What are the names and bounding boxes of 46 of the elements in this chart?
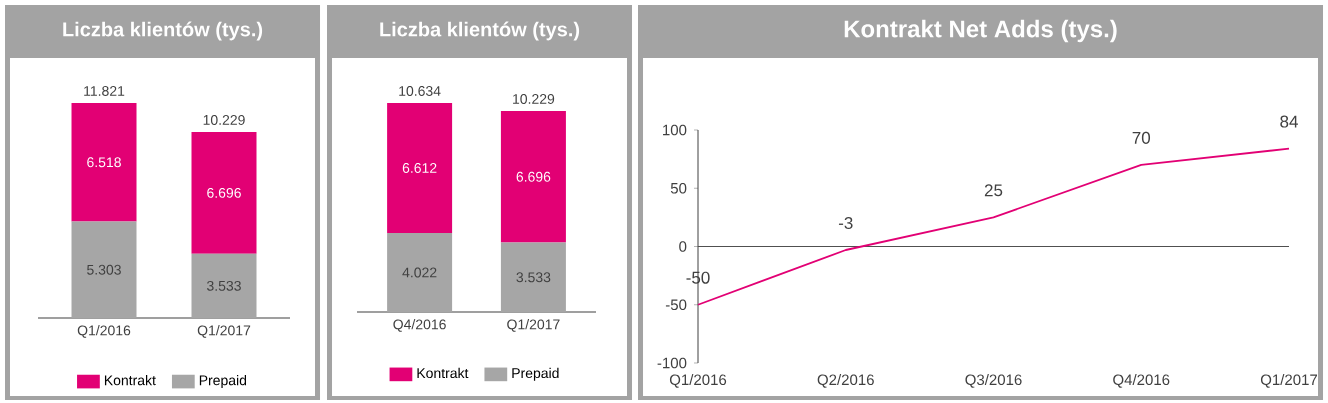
data-label: 6.518: [87, 157, 121, 168]
x-tick-label: Q3/2016: [965, 374, 1022, 388]
legend-label: Prepaid: [512, 367, 559, 381]
data-label: 3.533: [516, 272, 551, 283]
bar: [500, 242, 566, 313]
bar: [191, 131, 257, 254]
chart-title: Liczba klientów (tys.): [63, 21, 263, 41]
x-tick-label: Q1/2017: [197, 325, 251, 338]
data-label: 4.022: [402, 267, 437, 278]
x-tick-label: Q2/2016: [817, 374, 874, 388]
y-tick-label: 0: [679, 241, 687, 252]
data-label: 84: [1280, 115, 1298, 128]
total-label: 10.634: [399, 86, 441, 96]
y-tick-label: 100: [663, 124, 687, 136]
chart-title: Kontrakt Net Adds (tys.): [844, 19, 1117, 43]
bar: [71, 221, 137, 318]
bar: [387, 103, 453, 233]
data-label: 70: [1132, 131, 1151, 144]
x-tick-label: Q4/2016: [393, 319, 446, 332]
y-tick-label: -50: [665, 299, 687, 311]
x-tick-label: Q4/2016: [1113, 374, 1170, 388]
y-tick-label: -100: [657, 357, 687, 369]
legend-label: Kontrakt: [104, 375, 156, 386]
chart-title: Liczba klientów (tys.): [380, 21, 580, 41]
y-tick-label: 50: [670, 182, 687, 194]
data-label: 25: [984, 184, 1003, 197]
data-label: 6.612: [402, 163, 437, 173]
legend-label: Kontrakt: [417, 367, 469, 379]
x-tick-label: Q1/2017: [507, 319, 560, 332]
bar: [191, 253, 257, 318]
data-label: -50: [686, 271, 710, 284]
legend-label: Prepaid: [199, 375, 247, 389]
data-label: -3: [838, 216, 853, 229]
bar: [387, 232, 453, 313]
total-label: 11.821: [84, 86, 125, 96]
data-label: 5.303: [87, 264, 121, 275]
total-label: 10.229: [513, 94, 555, 104]
x-tick-label: Q1/2017: [1260, 374, 1318, 388]
data-label: 6.696: [516, 171, 551, 182]
total-label: 10.229: [203, 115, 245, 125]
bar: [500, 110, 566, 243]
data-label: 3.533: [207, 280, 241, 291]
bar: [71, 103, 137, 222]
data-label: 6.696: [207, 187, 241, 198]
x-tick-label: Q1/2016: [669, 374, 727, 388]
x-tick-label: Q1/2016: [77, 325, 131, 338]
